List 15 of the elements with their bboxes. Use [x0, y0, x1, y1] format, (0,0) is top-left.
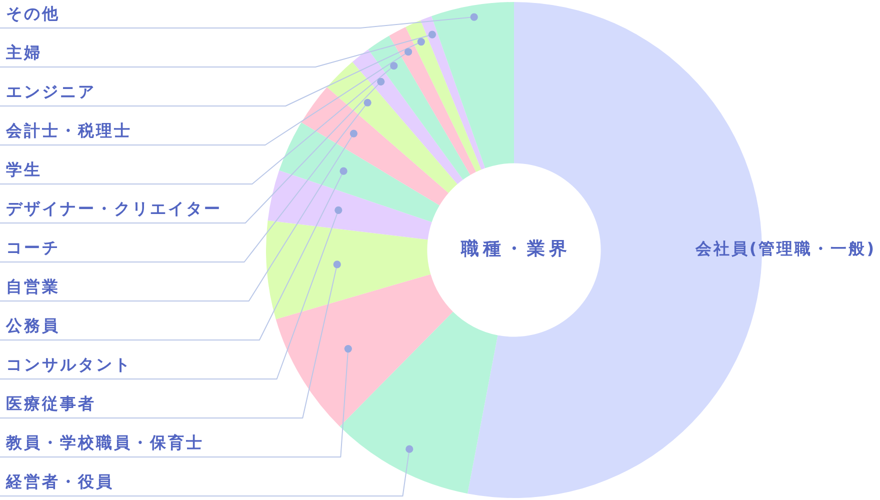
slice-label: 医療従事者 — [6, 394, 96, 414]
slice-label: コンサルタント — [6, 355, 132, 374]
slice-label: 教員・学校職員・保育士 — [5, 433, 204, 452]
slice-label: 主婦 — [5, 43, 42, 62]
slice-label: その他 — [6, 4, 60, 24]
slice-label: デザイナー・クリエイター — [6, 199, 222, 218]
slice-label: 自営業 — [6, 277, 60, 296]
slice-label: コーチ — [6, 238, 60, 258]
text: 職種・業界 — [460, 238, 571, 260]
slice-label: 会社員(管理職・一般) — [694, 239, 876, 258]
slice-label: 学生 — [6, 160, 42, 180]
slice-label: 会計士・税理士 — [5, 121, 132, 140]
slice-label: 経営者・役員 — [5, 472, 114, 492]
slice-label: 公務員 — [5, 316, 60, 336]
slice-label: エンジニア — [6, 82, 96, 102]
